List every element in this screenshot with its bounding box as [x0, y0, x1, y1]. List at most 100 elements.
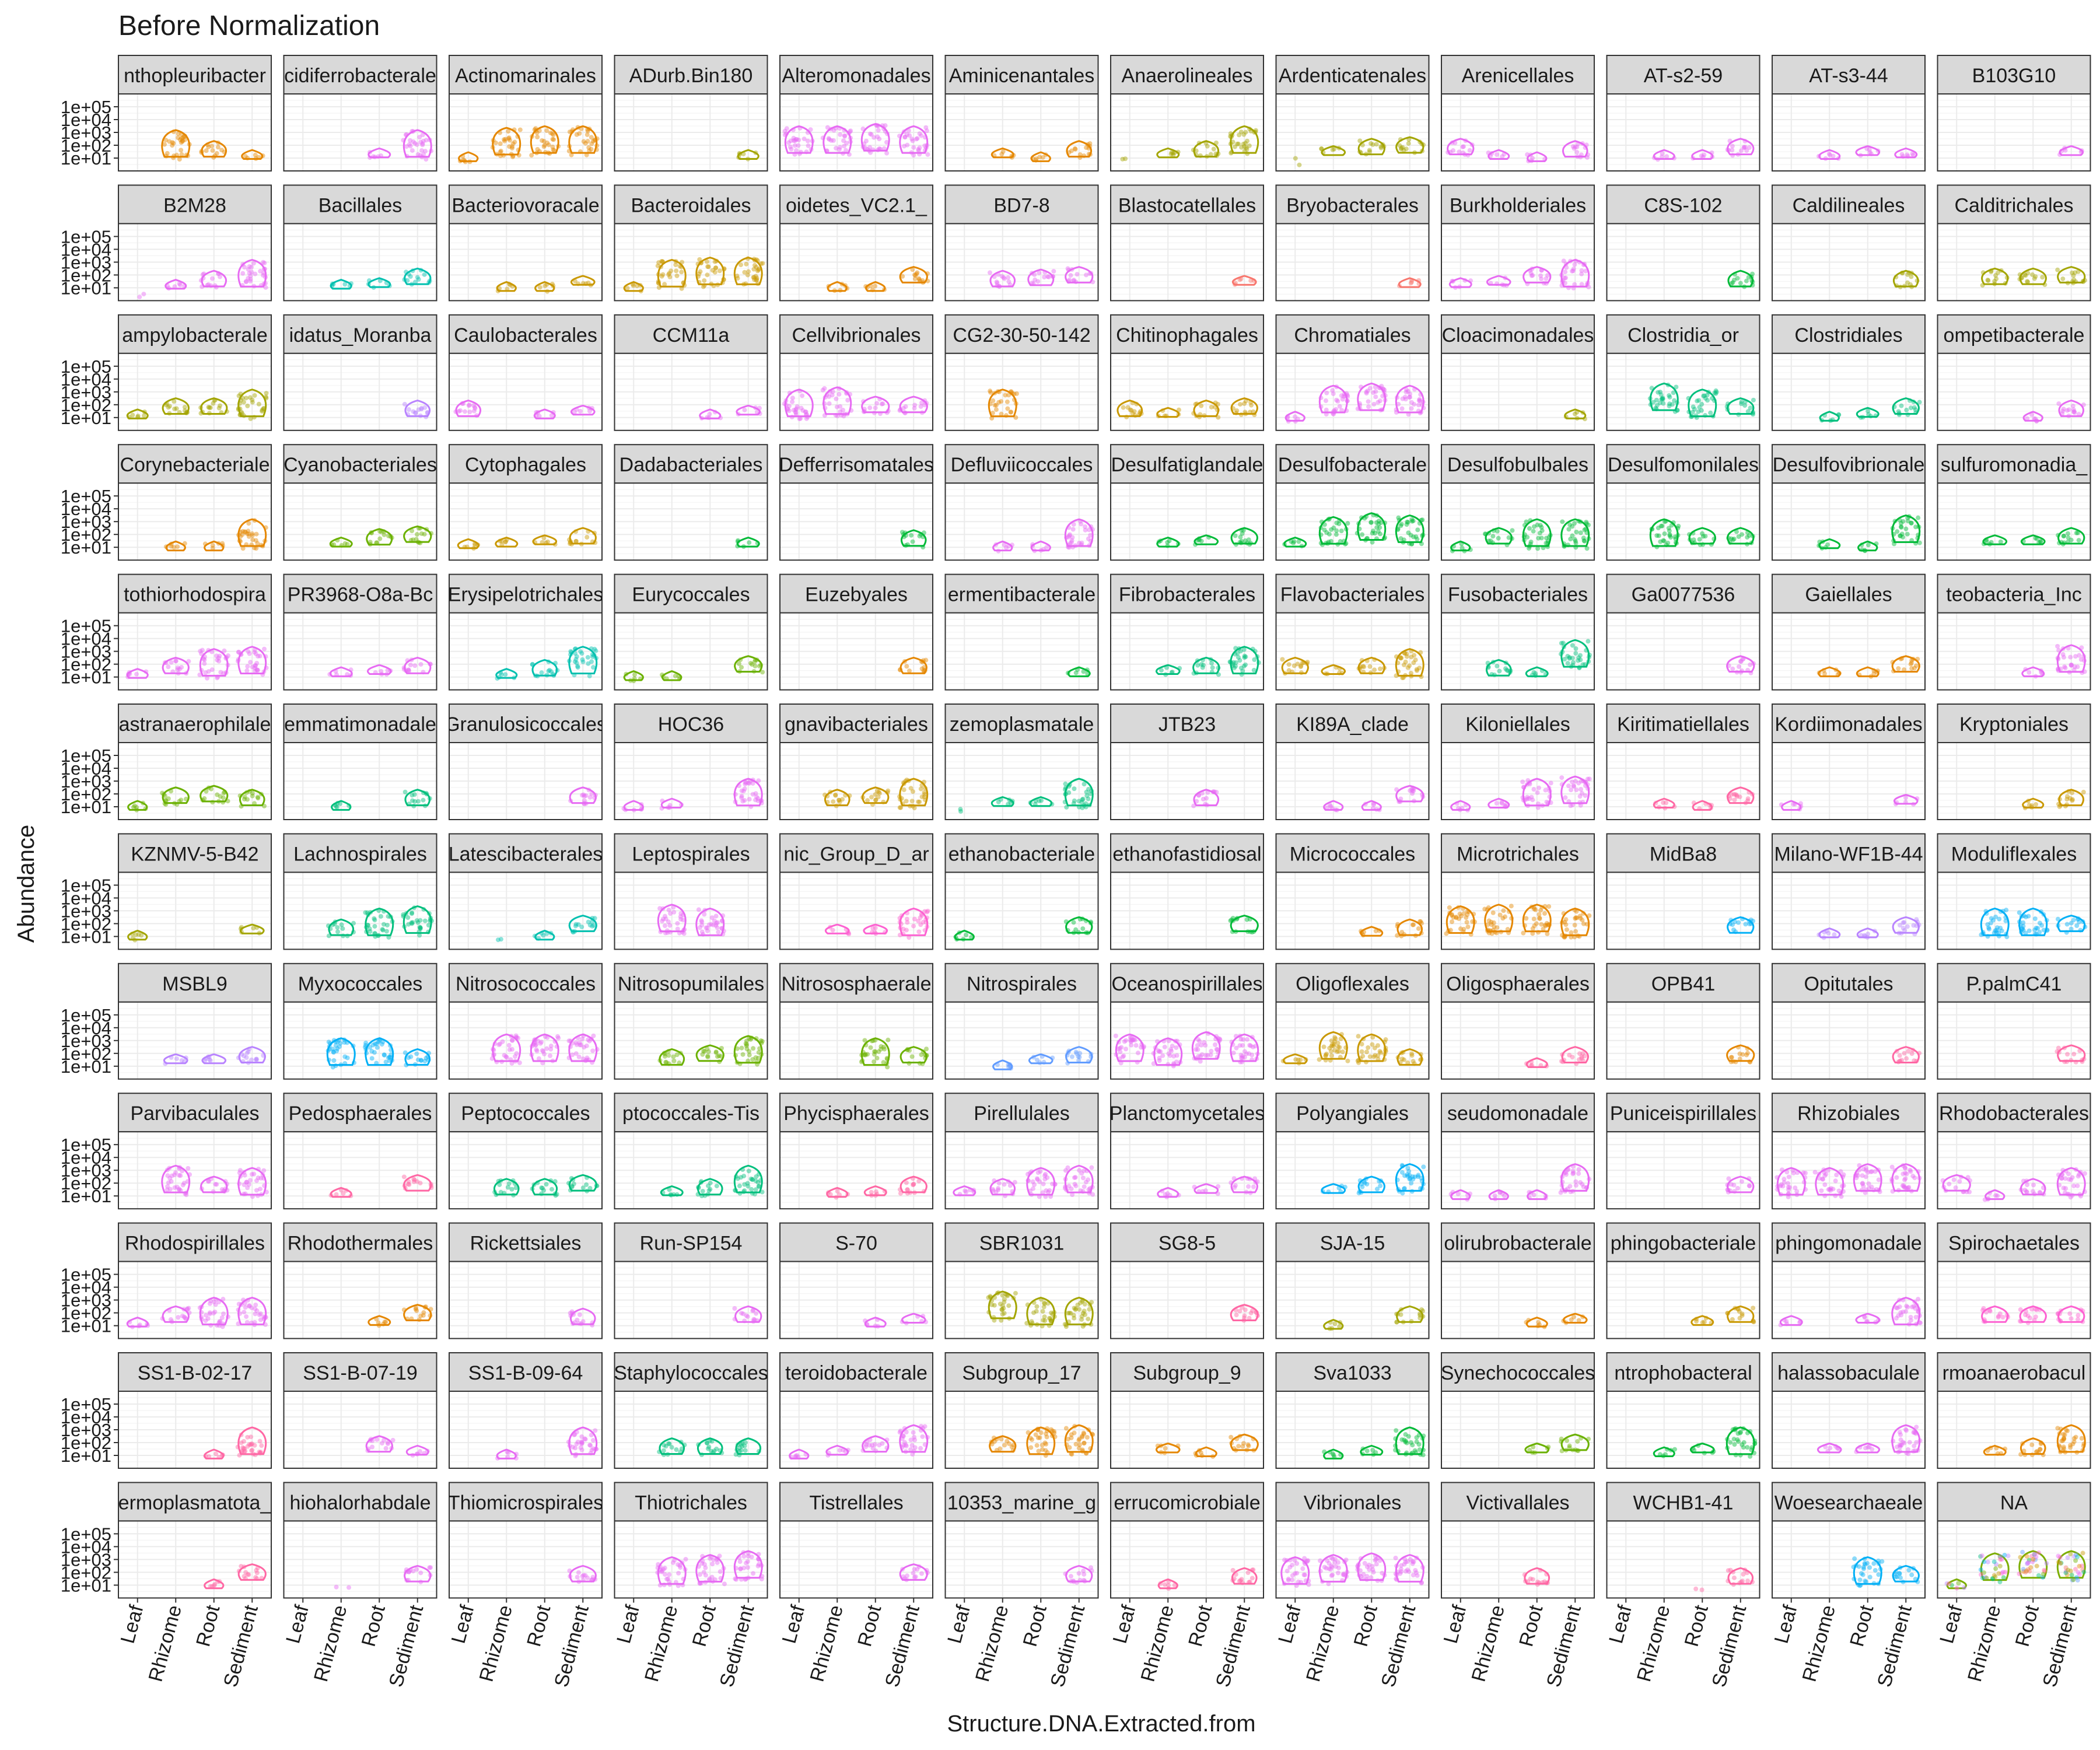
jitter-point	[2069, 662, 2074, 667]
jitter-point	[142, 409, 147, 414]
jitter-point	[240, 546, 246, 551]
jitter-point	[1561, 258, 1566, 264]
jitter-point	[1051, 268, 1056, 274]
jitter-point	[1378, 531, 1383, 537]
jitter-point	[844, 927, 849, 932]
jitter-point	[1835, 672, 1840, 677]
jitter-point	[1697, 537, 1702, 542]
jitter-point	[1868, 414, 1873, 419]
panel-border	[614, 93, 768, 172]
jitter-point	[1739, 399, 1744, 404]
jitter-point	[415, 920, 421, 925]
jitter-point	[556, 144, 561, 149]
jitter-point	[200, 797, 205, 803]
jitter-point	[1572, 411, 1577, 416]
jitter-point	[1164, 665, 1169, 670]
jitter-point	[1503, 660, 1508, 666]
jitter-point	[1582, 261, 1587, 267]
jitter-point	[199, 149, 204, 154]
jitter-point	[1212, 405, 1217, 410]
facet-panel: Fusobacteriales	[1441, 573, 1595, 691]
jitter-point	[586, 788, 592, 793]
jitter-point	[1465, 912, 1470, 918]
facet-panel: Arenicellales	[1441, 55, 1595, 172]
jitter-point	[1890, 526, 1895, 531]
jitter-point	[742, 270, 747, 275]
jitter-point	[212, 397, 218, 402]
jitter-point	[1286, 668, 1292, 673]
jitter-point	[502, 137, 507, 142]
jitter-point	[544, 282, 550, 287]
jitter-point	[215, 674, 220, 680]
y-tick-label: 1e+04	[61, 369, 111, 390]
jitter-point	[1366, 404, 1371, 410]
jitter-point	[624, 671, 629, 677]
jitter-point	[263, 394, 268, 400]
jitter-point	[1906, 270, 1912, 275]
jitter-point	[246, 649, 251, 654]
jitter-point	[1668, 535, 1674, 540]
jitter-point	[1503, 275, 1508, 281]
jitter-point	[753, 791, 758, 796]
jitter-point	[1196, 793, 1202, 798]
jitter-point	[1917, 540, 1922, 545]
jitter-point	[236, 406, 241, 411]
jitter-point	[964, 932, 969, 937]
jitter-point	[1714, 390, 1719, 395]
jitter-point	[385, 668, 390, 673]
jitter-point	[1209, 669, 1214, 674]
facet-label: C8S-102	[1644, 194, 1722, 216]
jitter-point	[1546, 904, 1552, 909]
jitter-point	[530, 662, 535, 667]
jitter-point	[1191, 803, 1196, 808]
jitter-point	[406, 272, 411, 277]
jitter-point	[461, 158, 466, 163]
jitter-point	[659, 274, 664, 279]
jitter-point	[872, 410, 877, 415]
jitter-point	[1401, 148, 1406, 153]
jitter-point	[180, 138, 186, 144]
jitter-point	[380, 927, 385, 932]
jitter-point	[1559, 775, 1564, 780]
jitter-point	[753, 405, 758, 411]
jitter-point	[1204, 154, 1209, 159]
jitter-point	[1464, 919, 1469, 925]
jitter-point	[1836, 412, 1842, 418]
jitter-point	[260, 153, 265, 159]
jitter-point	[1525, 803, 1531, 808]
jitter-point	[1660, 396, 1665, 401]
jitter-point	[1364, 658, 1370, 663]
jitter-point	[902, 134, 908, 139]
jitter-point	[824, 148, 830, 153]
jitter-point	[424, 138, 429, 143]
jitter-point	[1368, 141, 1374, 146]
jitter-point	[712, 410, 718, 415]
jitter-point	[246, 531, 251, 537]
jitter-point	[497, 130, 502, 135]
jitter-point	[1727, 138, 1732, 144]
panel-border	[614, 352, 768, 431]
x-axis-title: Structure.DNA.Extracted.from	[947, 1711, 1255, 1737]
jitter-point	[917, 131, 922, 136]
jitter-point	[180, 135, 186, 140]
facet-panel: C8S-102	[1606, 184, 1760, 302]
facet-label: Calditrichales	[1954, 194, 2073, 216]
jitter-point	[238, 652, 243, 657]
jitter-point	[1412, 387, 1417, 392]
jitter-point	[2064, 408, 2070, 413]
jitter-point	[1653, 405, 1658, 411]
jitter-point	[1647, 396, 1653, 401]
jitter-point	[1584, 155, 1590, 160]
jitter-point	[1380, 393, 1385, 398]
jitter-point	[2025, 279, 2031, 285]
jitter-point	[842, 411, 847, 416]
jitter-point	[326, 923, 331, 929]
jitter-point	[551, 137, 556, 142]
jitter-point	[224, 655, 229, 660]
jitter-point	[141, 292, 146, 297]
jitter-point	[702, 908, 708, 913]
jitter-point	[345, 933, 350, 939]
jitter-point	[1130, 400, 1135, 405]
jitter-point	[567, 144, 572, 149]
jitter-point	[837, 145, 842, 150]
